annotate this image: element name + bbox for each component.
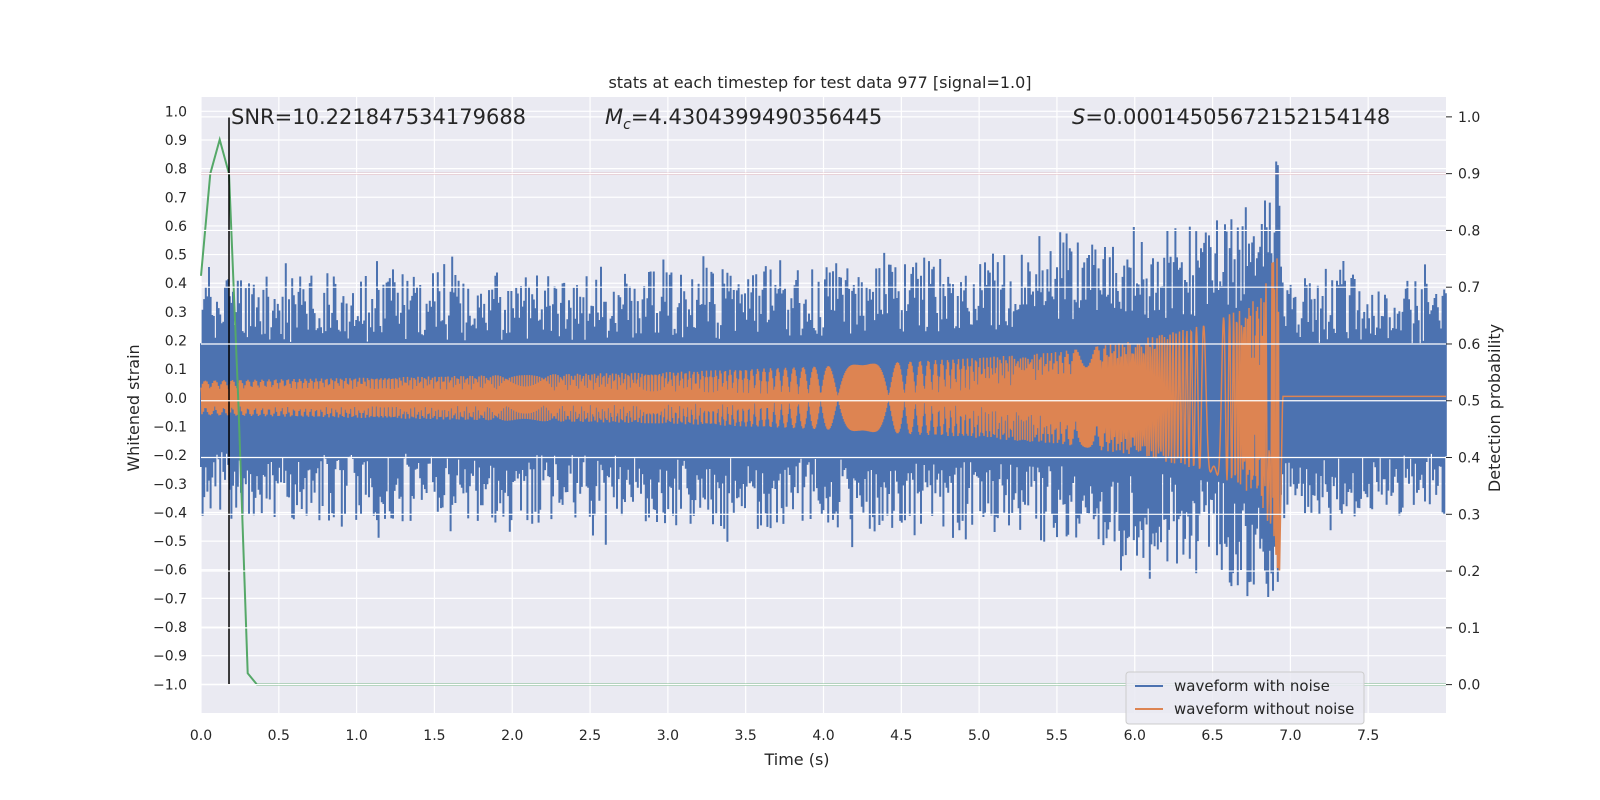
x-tick-label: 2.0 [501,728,523,744]
y-tick-label-right: 1.0 [1458,110,1480,126]
y-tick-label-left: −0.1 [153,419,187,435]
x-tick-label: 2.5 [579,728,601,744]
y-tick-label-left: 0.2 [165,334,187,350]
y-tick-label-left: 0.5 [165,248,187,264]
y-tick-label-left: 0.0 [165,391,187,407]
x-tick-label: 3.5 [735,728,757,744]
x-tick-label: 0.5 [268,728,290,744]
y-tick-label-right: 0.5 [1458,394,1480,410]
y-tick-label-left: −0.3 [153,477,187,493]
overlay-layer [200,116,1446,686]
y-axis-label-left: Whitened strain [124,344,143,471]
legend-label-noise: waveform with noise [1174,677,1330,695]
chirp-mass-annotation: Mc=4.4304399490356445 [605,105,882,133]
legend-box [1125,671,1365,725]
y-tick-label-left: −0.4 [153,505,187,521]
y-tick-label-left: 0.8 [165,162,187,178]
x-axis-label: Time (s) [763,750,829,769]
y-tick-label-left: −0.6 [153,563,187,579]
y-tick-label-left: 0.7 [165,190,187,206]
x-tick-label: 0.0 [190,728,212,744]
legend: waveform with noise waveform without noi… [1125,671,1365,725]
tick-layer: 0.0 0.5 1.0 1.5 2.0 2.5 3.0 3.5 4.0 4.5 5.0 5.5 6.0 6… [153,104,1480,744]
x-tick-label: 6.0 [1124,728,1146,744]
y-tick-label-left: −1.0 [153,677,187,693]
y-tick-label-left: 0.1 [165,362,187,378]
y-axis-label-right: Detection probability [1485,324,1504,492]
s-annotation: S=0.00014505672152154148 [1072,105,1390,129]
x-tick-label: 1.0 [345,728,367,744]
x-tick-label: 7.5 [1357,728,1379,744]
series-waveform-without-noise [200,258,1446,572]
s-symbol: S [1072,105,1085,129]
y-tick-label-right: 0.4 [1458,451,1480,467]
x-tick-label: 5.5 [1046,728,1068,744]
x-tick-label: 1.5 [423,728,445,744]
y-tick-label-right: 0.2 [1458,564,1480,580]
chart-title: stats at each timestep for test data 977… [608,73,1031,92]
x-tick-label: 6.5 [1201,728,1223,744]
y-tick-label-left: −0.7 [153,591,187,607]
y-tick-label-left: 0.9 [165,133,187,149]
x-tick-label: 4.0 [812,728,834,744]
snr-annotation: SNR=10.221847534179688 [231,105,526,129]
y-tick-label-right: 0.7 [1458,280,1480,296]
y-tick-label-right: 0.1 [1458,621,1480,637]
y-tick-label-right: 0.3 [1458,507,1480,523]
y-tick-label-left: 0.6 [165,219,187,235]
y-tick-label-left: −0.8 [153,620,187,636]
y-tick-label-right: 0.6 [1458,337,1480,353]
y-tick-label-left: 1.0 [165,104,187,120]
y-tick-label-left: 0.3 [165,305,187,321]
y-tick-label-left: −0.2 [153,448,187,464]
series-layer [200,161,1447,597]
x-tick-label: 4.5 [890,728,912,744]
y-tick-label-left: −0.5 [153,534,187,550]
x-tick-label: 7.0 [1279,728,1301,744]
chirp-mass-value: =4.4304399490356445 [631,105,882,129]
y-tick-label-left: −0.9 [153,649,187,665]
s-value: =0.00014505672152154148 [1085,105,1390,129]
y-tick-label-right: 0.9 [1458,167,1480,183]
x-tick-label: 3.0 [657,728,679,744]
chirp-mass-subscript: c [623,117,631,133]
chirp-mass-symbol: M [605,105,623,129]
y-tick-label-left: 0.4 [165,276,187,292]
legend-label-clean: waveform without noise [1174,700,1354,718]
y-tick-label-right: 0.0 [1458,678,1480,694]
y-tick-label-right: 0.8 [1458,223,1480,239]
x-tick-label: 5.0 [968,728,990,744]
